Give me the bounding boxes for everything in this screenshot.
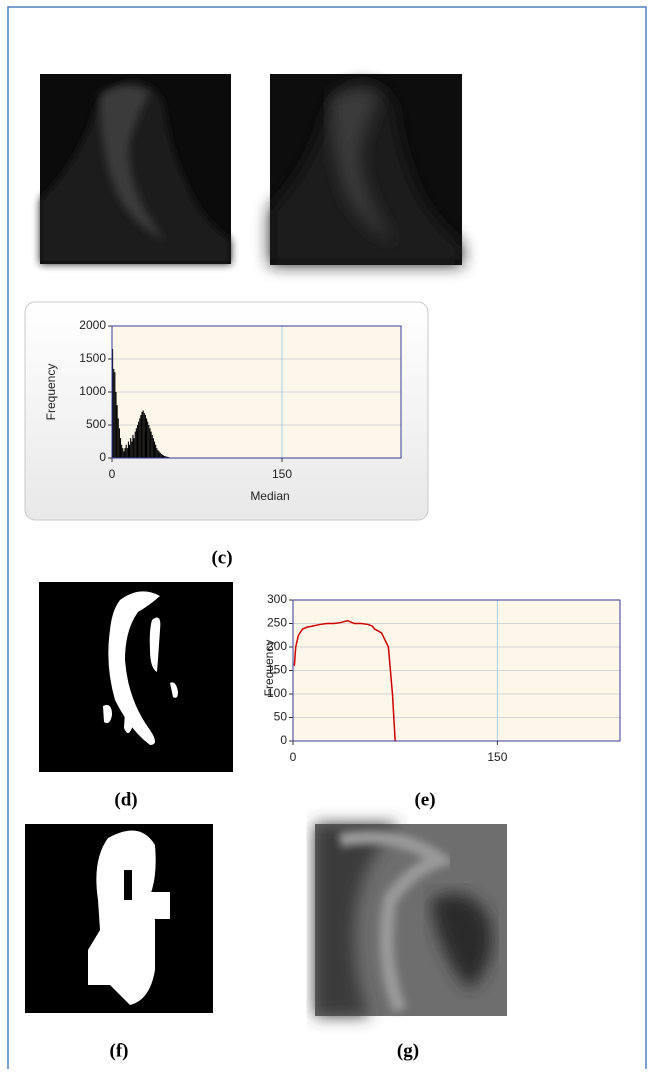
bar xyxy=(120,438,121,458)
bar xyxy=(155,445,156,458)
bar xyxy=(138,422,139,458)
x-axis-title: Median xyxy=(250,489,289,503)
bar xyxy=(135,432,136,458)
x-tick-label: 150 xyxy=(487,750,507,764)
bar xyxy=(152,435,153,458)
bar xyxy=(158,451,159,458)
y-tick-label: 300 xyxy=(267,592,287,606)
bar xyxy=(143,410,144,458)
bar xyxy=(117,405,118,458)
bar xyxy=(113,369,114,458)
y-tick-label: 500 xyxy=(86,417,106,431)
caption: (d) xyxy=(114,789,137,810)
bar xyxy=(146,418,147,458)
y-tick-label: 250 xyxy=(267,616,287,630)
y-tick-label: 0 xyxy=(99,450,106,464)
bar xyxy=(119,428,120,458)
caption: (f) xyxy=(110,1040,129,1061)
bar xyxy=(160,453,161,458)
bar xyxy=(128,442,129,459)
bar xyxy=(154,442,155,459)
bar xyxy=(122,448,123,458)
bar xyxy=(127,448,128,458)
bar xyxy=(124,448,125,458)
binary-image xyxy=(25,824,213,1013)
y-tick-label: 1000 xyxy=(79,384,106,398)
bar xyxy=(139,418,140,458)
y-tick-label: 1500 xyxy=(79,351,106,365)
bar xyxy=(130,438,131,458)
y-tick-label: 50 xyxy=(274,710,288,724)
binary-image xyxy=(39,582,233,772)
bar xyxy=(140,415,141,458)
bar xyxy=(141,412,142,458)
bar xyxy=(114,372,115,458)
bar xyxy=(147,422,148,458)
bar xyxy=(134,438,135,458)
caption: (c) xyxy=(211,547,232,568)
bar xyxy=(136,428,137,458)
x-tick-label: 0 xyxy=(109,467,116,481)
bar xyxy=(161,454,162,458)
bar xyxy=(121,445,122,458)
bar xyxy=(115,392,116,458)
bar xyxy=(126,445,127,458)
bar xyxy=(156,448,157,458)
y-tick-label: 2000 xyxy=(79,318,106,332)
caption: (g) xyxy=(397,1040,419,1061)
bar xyxy=(144,413,145,458)
x-tick-label: 0 xyxy=(290,750,297,764)
bar xyxy=(153,438,154,458)
ear-image xyxy=(40,74,231,264)
bar xyxy=(157,450,158,458)
bar xyxy=(132,435,133,458)
bar xyxy=(145,415,146,458)
caption: (e) xyxy=(414,789,435,810)
x-tick-label: 150 xyxy=(272,467,292,481)
bar xyxy=(149,428,150,458)
ear-image xyxy=(315,824,507,1016)
bar xyxy=(131,442,132,459)
ear-image xyxy=(270,74,462,265)
bar xyxy=(137,425,138,458)
bar xyxy=(148,425,149,458)
y-axis-title: Frequency xyxy=(44,364,58,421)
y-tick-label: 0 xyxy=(280,733,287,747)
y-axis-title: Frequency xyxy=(262,640,276,697)
bar xyxy=(118,418,119,458)
bar xyxy=(151,432,152,458)
bar xyxy=(123,451,124,458)
bar xyxy=(129,445,130,458)
